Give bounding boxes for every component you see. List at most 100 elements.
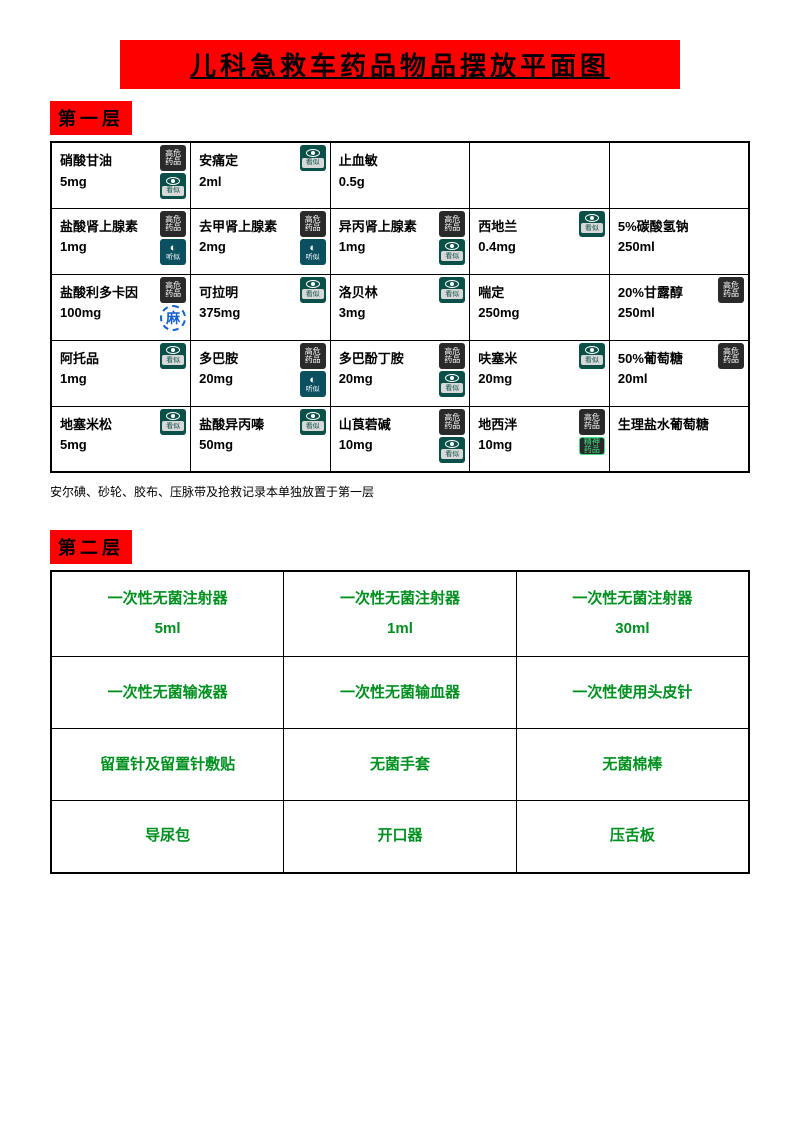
supply-cell: 无菌棉棒 (516, 729, 749, 801)
drug-name: 盐酸异丙嗪 (199, 415, 296, 436)
badge-stack: 看似 (300, 275, 330, 340)
look-alike-badge-icon: 看似 (579, 211, 605, 237)
badge-stack (718, 143, 748, 208)
badge-stack: 高危药品精神药品 (579, 407, 609, 472)
supply-name: 留置针及留置针敷贴 (56, 750, 279, 780)
supply-cell: 一次性无菌输血器 (284, 657, 517, 729)
page-title: 儿科急救车药品物品摆放平面图 (120, 40, 680, 89)
section-1-label: 第一层 (50, 101, 132, 135)
drug-text: 西地兰 0.4mg (470, 209, 579, 274)
section-2-label: 第二层 (50, 530, 132, 564)
psychotropic-badge-icon: 精神药品 (579, 437, 605, 455)
drug-text (470, 143, 579, 208)
high-risk-badge-icon: 高危药品 (300, 343, 326, 369)
drug-name: 盐酸利多卡因 (60, 283, 156, 304)
drug-text: 地西泮 10mg (470, 407, 579, 472)
supply-name: 一次性无菌注射器 (521, 584, 744, 614)
supply-name: 无菌手套 (288, 750, 512, 780)
drug-name: 阿托品 (60, 349, 156, 370)
badge-stack: 高危药品 (718, 275, 748, 340)
drug-dose: 375mg (199, 303, 296, 324)
drug-dose: 250mg (478, 303, 575, 324)
layer2-table: 一次性无菌注射器5ml一次性无菌注射器1ml一次性无菌注射器30ml一次性无菌输… (50, 570, 750, 874)
drug-cell: 异丙肾上腺素 1mg 高危药品看似 (330, 208, 470, 274)
drug-dose: 10mg (478, 435, 575, 456)
drug-name: 呋塞米 (478, 349, 575, 370)
drug-name: 多巴酚丁胺 (339, 349, 436, 370)
supply-cell: 一次性无菌注射器1ml (284, 571, 517, 657)
layer1-table: 硝酸甘油 5mg 高危药品看似 安痛定 2ml 看似 止血敏 0.5g (50, 141, 750, 473)
drug-name: 西地兰 (478, 217, 575, 238)
drug-cell: 盐酸异丙嗪 50mg 看似 (191, 406, 331, 472)
narcotic-badge-icon: 麻 (160, 305, 186, 331)
look-alike-badge-icon: 看似 (300, 277, 326, 303)
drug-dose: 50mg (199, 435, 296, 456)
look-alike-badge-icon: 看似 (439, 437, 465, 463)
badge-stack (718, 209, 748, 274)
drug-cell: 生理盐水葡萄糖 (609, 406, 749, 472)
supply-name: 一次性无菌注射器 (288, 584, 512, 614)
drug-cell: 洛贝林 3mg 看似 (330, 274, 470, 340)
drug-text: 硝酸甘油 5mg (52, 143, 160, 208)
supply-name: 一次性使用头皮针 (521, 678, 744, 708)
supply-dose: 1ml (288, 614, 512, 644)
badge-stack: 高危药品◐听似 (160, 209, 190, 274)
supply-cell: 留置针及留置针敷贴 (51, 729, 284, 801)
drug-text: 20%甘露醇 250ml (610, 275, 718, 340)
supply-name: 导尿包 (56, 821, 279, 851)
badge-stack (439, 143, 469, 208)
drug-cell (470, 142, 610, 208)
drug-name: 50%葡萄糖 (618, 349, 714, 370)
drug-dose: 5mg (60, 172, 156, 193)
drug-cell: 西地兰 0.4mg 看似 (470, 208, 610, 274)
drug-name: 止血敏 (339, 151, 436, 172)
drug-cell: 5%碳酸氢钠 250ml (609, 208, 749, 274)
drug-cell: 止血敏 0.5g (330, 142, 470, 208)
badge-stack: 高危药品 (718, 341, 748, 406)
look-alike-badge-icon: 看似 (160, 409, 186, 435)
drug-dose: 3mg (339, 303, 436, 324)
supply-name: 无菌棉棒 (521, 750, 744, 780)
drug-cell: 去甲肾上腺素 2mg 高危药品◐听似 (191, 208, 331, 274)
badge-stack: 高危药品看似 (439, 407, 469, 472)
badge-stack: 看似 (579, 341, 609, 406)
drug-text: 洛贝林 3mg (331, 275, 440, 340)
look-alike-badge-icon: 看似 (300, 145, 326, 171)
high-risk-badge-icon: 高危药品 (579, 409, 605, 435)
drug-name: 地西泮 (478, 415, 575, 436)
drug-text: 多巴酚丁胺 20mg (331, 341, 440, 406)
drug-name: 多巴胺 (199, 349, 296, 370)
sound-alike-badge-icon: ◐听似 (160, 239, 186, 265)
drug-name: 20%甘露醇 (618, 283, 714, 304)
drug-cell: 地塞米松 5mg 看似 (51, 406, 191, 472)
drug-cell: 硝酸甘油 5mg 高危药品看似 (51, 142, 191, 208)
look-alike-badge-icon: 看似 (439, 371, 465, 397)
drug-cell: 可拉明 375mg 看似 (191, 274, 331, 340)
drug-cell: 50%葡萄糖 20ml 高危药品 (609, 340, 749, 406)
high-risk-badge-icon: 高危药品 (718, 343, 744, 369)
drug-cell: 多巴酚丁胺 20mg 高危药品看似 (330, 340, 470, 406)
drug-name: 生理盐水葡萄糖 (618, 415, 714, 436)
drug-name: 5%碳酸氢钠 (618, 217, 714, 238)
drug-name: 盐酸肾上腺素 (60, 217, 156, 238)
look-alike-badge-icon: 看似 (439, 239, 465, 265)
sound-alike-badge-icon: ◐听似 (300, 371, 326, 397)
drug-text: 喘定 250mg (470, 275, 579, 340)
drug-cell: 呋塞米 20mg 看似 (470, 340, 610, 406)
high-risk-badge-icon: 高危药品 (439, 409, 465, 435)
drug-text: 止血敏 0.5g (331, 143, 440, 208)
drug-text: 呋塞米 20mg (470, 341, 579, 406)
look-alike-badge-icon: 看似 (160, 343, 186, 369)
drug-name: 异丙肾上腺素 (339, 217, 436, 238)
supply-name: 一次性无菌输液器 (56, 678, 279, 708)
look-alike-badge-icon: 看似 (300, 409, 326, 435)
drug-text: 山莨菪碱 10mg (331, 407, 440, 472)
drug-text: 多巴胺 20mg (191, 341, 300, 406)
supply-name: 一次性无菌输血器 (288, 678, 512, 708)
drug-dose: 5mg (60, 435, 156, 456)
badge-stack: 看似 (439, 275, 469, 340)
drug-dose: 1mg (60, 369, 156, 390)
badge-stack: 高危药品看似 (439, 341, 469, 406)
badge-stack: 看似 (160, 407, 190, 472)
drug-cell: 盐酸利多卡因 100mg 高危药品麻 (51, 274, 191, 340)
